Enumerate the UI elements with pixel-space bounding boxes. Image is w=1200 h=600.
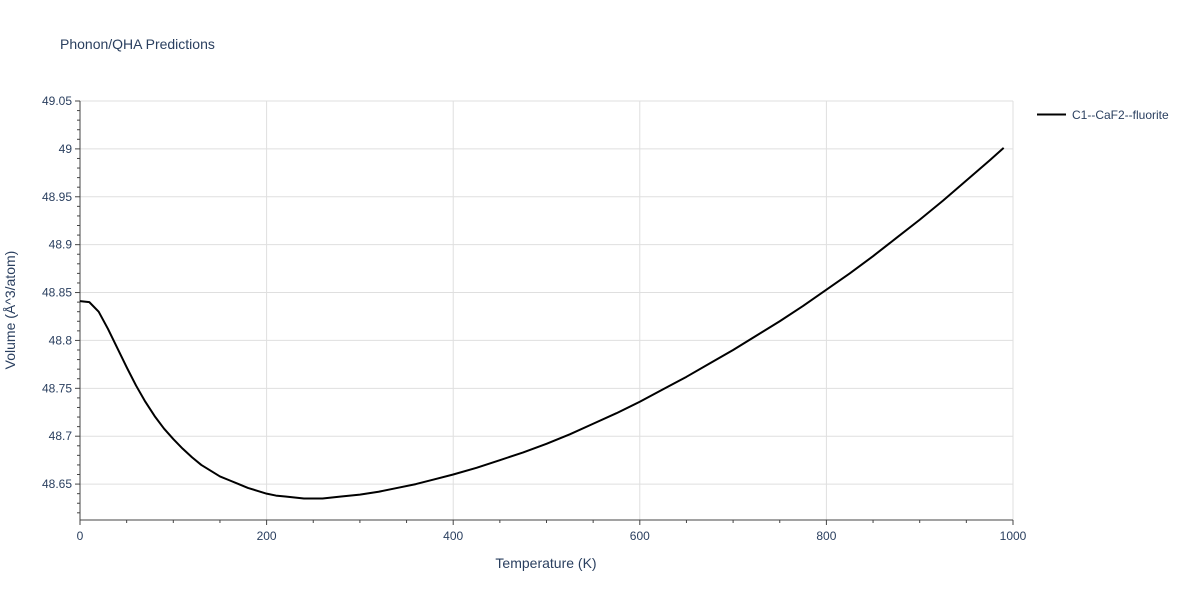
chart-title: Phonon/QHA Predictions — [60, 36, 215, 52]
y-tick-label: 48.75 — [42, 381, 72, 395]
axis-layer: 0 200 400 600 800 1000 48.65 48.7 48.75 48.8 48.85… — [42, 94, 1027, 543]
legend[interactable]: C1--CaF2--fluorite — [1037, 108, 1169, 122]
x-axis-title: Temperature (K) — [495, 555, 596, 571]
y-tick-label: 49 — [59, 142, 73, 156]
x-tick-label: 0 — [77, 529, 84, 543]
series-layer — [79, 147, 1005, 500]
y-tick-label: 48.85 — [42, 286, 72, 300]
x-tick-label: 1000 — [1000, 529, 1027, 543]
series-line[interactable] — [79, 147, 1005, 500]
x-tick-label: 600 — [630, 529, 650, 543]
y-tick-label: 48.8 — [49, 333, 73, 347]
y-axis-title: Volume (Å^3/atom) — [2, 251, 18, 370]
y-tick-label: 48.7 — [49, 429, 73, 443]
y-tick-label: 48.9 — [49, 238, 73, 252]
y-tick-label: 48.95 — [42, 190, 72, 204]
x-tick-label: 400 — [443, 529, 463, 543]
y-tick-label: 49.05 — [42, 94, 72, 108]
legend-label: C1--CaF2--fluorite — [1072, 108, 1169, 122]
x-tick-label: 800 — [816, 529, 836, 543]
x-tick-label: 200 — [257, 529, 277, 543]
y-tick-label: 48.65 — [42, 477, 72, 491]
grid-layer — [80, 100, 1014, 520]
